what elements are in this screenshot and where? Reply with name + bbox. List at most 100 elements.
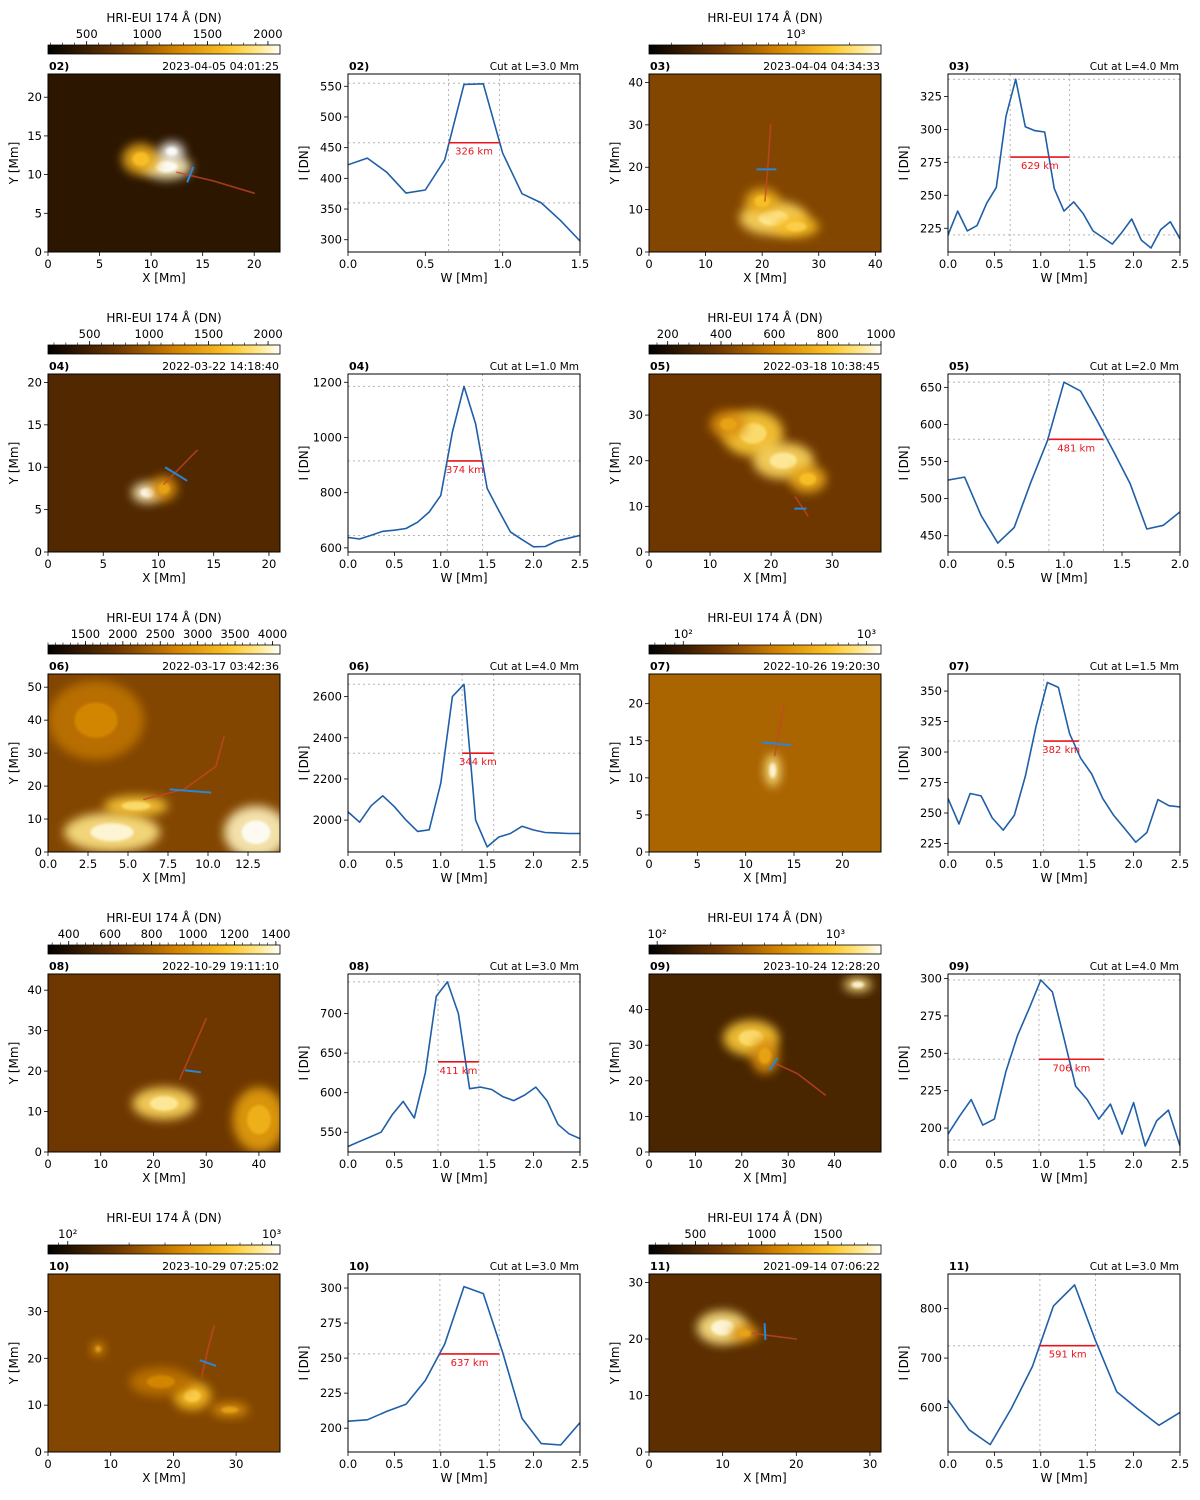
image-frame <box>47 73 281 253</box>
intensity-profile <box>348 981 580 1148</box>
x-tick-label: 0.0 <box>939 557 957 571</box>
image-frame <box>47 1273 281 1453</box>
x-tick-label: 1.5 <box>478 557 496 571</box>
colorbar-title: HRI-EUI 174 Å (DN) <box>106 910 221 925</box>
y-tick-label: 325 <box>920 715 942 729</box>
y-tick-label: 700 <box>920 1351 942 1365</box>
y-tick-label: 2400 <box>313 731 342 745</box>
colorbar-title: HRI-EUI 174 Å (DN) <box>707 310 822 325</box>
colorbar-tick-label: 200 <box>657 327 679 341</box>
euv-image <box>649 674 881 852</box>
timestamp: 2022-03-18 10:38:45 <box>763 360 880 373</box>
x-tick-label: 0 <box>645 857 652 871</box>
x-tick-label: 0.0 <box>339 1157 357 1171</box>
plot-area: 411 km <box>348 974 580 1152</box>
euv-image <box>48 974 280 1152</box>
y-tick-label: 10 <box>628 1109 643 1123</box>
x-tick-label: 20 <box>835 857 850 871</box>
y-tick-label: 225 <box>320 1386 342 1400</box>
x-tick-label: 10 <box>715 1457 730 1471</box>
image-background <box>48 1274 280 1452</box>
y-tick-label: 30 <box>628 408 643 422</box>
colorbar-tick-label: 10³ <box>786 27 806 41</box>
profile-panel-03: 03) Cut at L=4.0 Mm 629 km 0.0 0.5 1.0 1.5 2.0 2… <box>897 60 1189 285</box>
x-tick-label: 0.5 <box>997 557 1015 571</box>
x-tick-label: 10 <box>93 1157 108 1171</box>
x-tick-label: 1.5 <box>571 257 589 271</box>
colorbar <box>47 944 281 955</box>
colorbar-tick-label: 1500 <box>813 1227 842 1241</box>
x-tick-label: 20 <box>166 1457 181 1471</box>
y-tick-label: 10 <box>27 1398 42 1412</box>
image-frame <box>648 1273 882 1453</box>
y-tick-label: 250 <box>320 1351 342 1365</box>
y-tick-label: 600 <box>320 541 342 555</box>
y-axis-label: Y [Mm] <box>608 1342 622 1386</box>
y-tick-label: 1000 <box>313 430 342 444</box>
x-tick-label: 1.0 <box>494 257 512 271</box>
x-tick-label: 1.5 <box>1078 1157 1096 1171</box>
y-axis-label: Y [Mm] <box>608 742 622 786</box>
y-tick-label: 600 <box>320 1086 342 1100</box>
colorbar-tick-label: 10³ <box>262 1227 282 1241</box>
colorbar-title: HRI-EUI 174 Å (DN) <box>707 910 822 925</box>
colorbar <box>47 1244 281 1255</box>
plot-frame <box>947 673 1181 853</box>
bright-core <box>720 418 737 431</box>
y-tick-label: 30 <box>628 1038 643 1052</box>
colorbar-tick-label: 10² <box>648 927 667 941</box>
x-tick-label: 7.5 <box>159 857 177 871</box>
x-tick-label: 1.5 <box>478 1457 496 1471</box>
x-axis-label: W [Mm] <box>1040 871 1087 885</box>
colorbar-title: HRI-EUI 174 Å (DN) <box>707 610 822 625</box>
colorbar-tick-label: 1000 <box>747 1227 776 1241</box>
x-tick-label: 2.5 <box>1171 857 1189 871</box>
jet-spire <box>764 124 772 202</box>
y-tick-label: 30 <box>628 118 643 132</box>
jet-spire <box>773 1062 827 1096</box>
colorbar-title: HRI-EUI 174 Å (DN) <box>106 610 221 625</box>
profile-panel-02: 02) Cut at L=3.0 Mm 326 km 0.0 0.5 1.0 1.5 300 3… <box>297 60 589 285</box>
image-background <box>649 1274 881 1452</box>
timestamp: 2023-10-24 12:28:20 <box>763 960 880 973</box>
y-tick-label: 600 <box>920 417 942 431</box>
x-tick-label: 2.5 <box>79 857 97 871</box>
y-tick-label: 0 <box>636 1445 643 1459</box>
x-tick-label: 0.5 <box>385 1457 403 1471</box>
cut-label: Cut at L=3.0 Mm <box>1090 1261 1179 1273</box>
x-axis-label: W [Mm] <box>1040 271 1087 285</box>
plot-frame <box>347 73 581 253</box>
x-tick-label: 10 <box>688 1157 703 1171</box>
y-tick-label: 250 <box>920 1046 942 1060</box>
y-tick-label: 10 <box>628 771 643 785</box>
x-tick-label: 0.0 <box>339 557 357 571</box>
x-tick-label: 0.0 <box>939 257 957 271</box>
y-tick-label: 800 <box>320 486 342 500</box>
x-tick-label: 1.0 <box>1032 257 1050 271</box>
x-axis-label: W [Mm] <box>440 1471 487 1485</box>
x-tick-label: 30 <box>781 1157 796 1171</box>
timestamp: 2022-03-22 14:18:40 <box>162 360 279 373</box>
y-tick-label: 0 <box>35 545 42 559</box>
y-axis-label: I [DN] <box>897 1346 911 1381</box>
x-axis-label: X [Mm] <box>743 271 786 285</box>
bright-core <box>95 1345 101 1353</box>
bright-core <box>121 801 151 811</box>
cut-line <box>199 1359 217 1367</box>
x-tick-label: 2.0 <box>1124 1457 1142 1471</box>
y-axis-label: Y [Mm] <box>608 142 622 186</box>
colorbar <box>47 644 281 655</box>
y-tick-label: 225 <box>920 1084 942 1098</box>
colorbar-tick-label: 500 <box>684 1227 706 1241</box>
y-tick-label: 30 <box>27 1304 42 1318</box>
profile-panel-05: 05) Cut at L=2.0 Mm 481 km 0.0 0.5 1.0 1.5 2.0 4… <box>897 360 1189 585</box>
euv-image <box>48 1274 280 1452</box>
x-axis-label: W [Mm] <box>440 271 487 285</box>
x-tick-label: 0 <box>44 557 51 571</box>
y-tick-label: 5 <box>35 503 42 517</box>
x-tick-label: 2.5 <box>1171 1457 1189 1471</box>
bright-core <box>241 820 271 845</box>
x-tick-label: 2.0 <box>1124 857 1142 871</box>
x-tick-label: 0.0 <box>939 1457 957 1471</box>
y-tick-label: 275 <box>920 1009 942 1023</box>
